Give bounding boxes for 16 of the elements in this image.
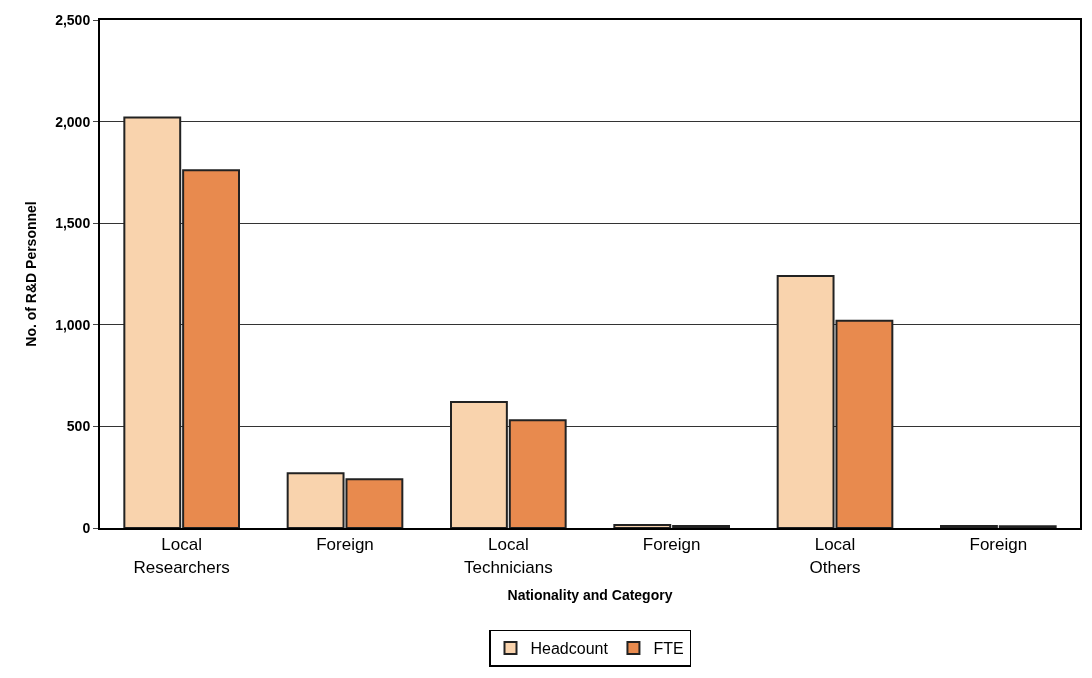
x-tick-label: Foreign (642, 535, 701, 555)
y-tick-label: 2,000 (55, 113, 91, 130)
x-tick-label: Local Others (809, 535, 861, 577)
x-tick-label: Local Technicians (463, 535, 553, 577)
legend-label: FTE (653, 640, 684, 658)
x-tick-label: Foreign (969, 535, 1028, 555)
x-axis-title: Nationality and Category (507, 587, 673, 604)
y-tick-label: 1,500 (55, 215, 91, 232)
y-tick-label: 2,500 (55, 11, 91, 28)
legend-label: Headcount (530, 640, 609, 658)
y-axis-title: No. of R&D Personnel (23, 201, 40, 347)
x-tick-label: Foreign (316, 535, 374, 555)
x-tick-label: Local Researchers (133, 535, 230, 577)
y-tick-label: 0 (82, 519, 91, 536)
y-tick-label: 1,000 (55, 316, 91, 333)
y-tick-label: 500 (66, 418, 91, 435)
